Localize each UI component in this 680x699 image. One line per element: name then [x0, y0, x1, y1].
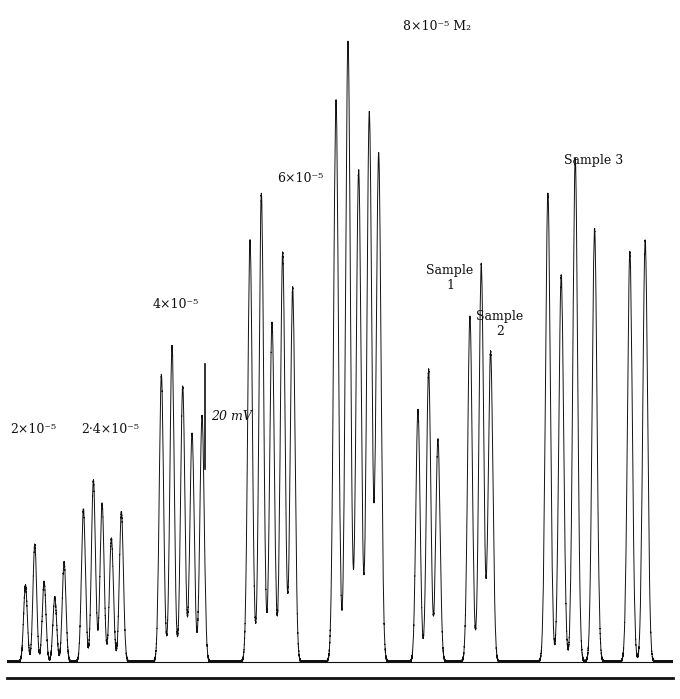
Text: 8×10⁻⁵ M₂: 8×10⁻⁵ M₂: [403, 20, 471, 33]
Text: 6×10⁻⁵: 6×10⁻⁵: [277, 172, 323, 185]
Text: 4×10⁻⁵: 4×10⁻⁵: [152, 298, 199, 312]
Text: 20 mV: 20 mV: [211, 410, 252, 423]
Text: Sample 3: Sample 3: [564, 154, 623, 167]
Text: 2×10⁻⁵: 2×10⁻⁵: [10, 423, 56, 435]
Text: Sample
1: Sample 1: [426, 264, 473, 291]
Text: 2·4×10⁻⁵: 2·4×10⁻⁵: [81, 423, 139, 435]
Text: Sample
2: Sample 2: [476, 310, 524, 338]
